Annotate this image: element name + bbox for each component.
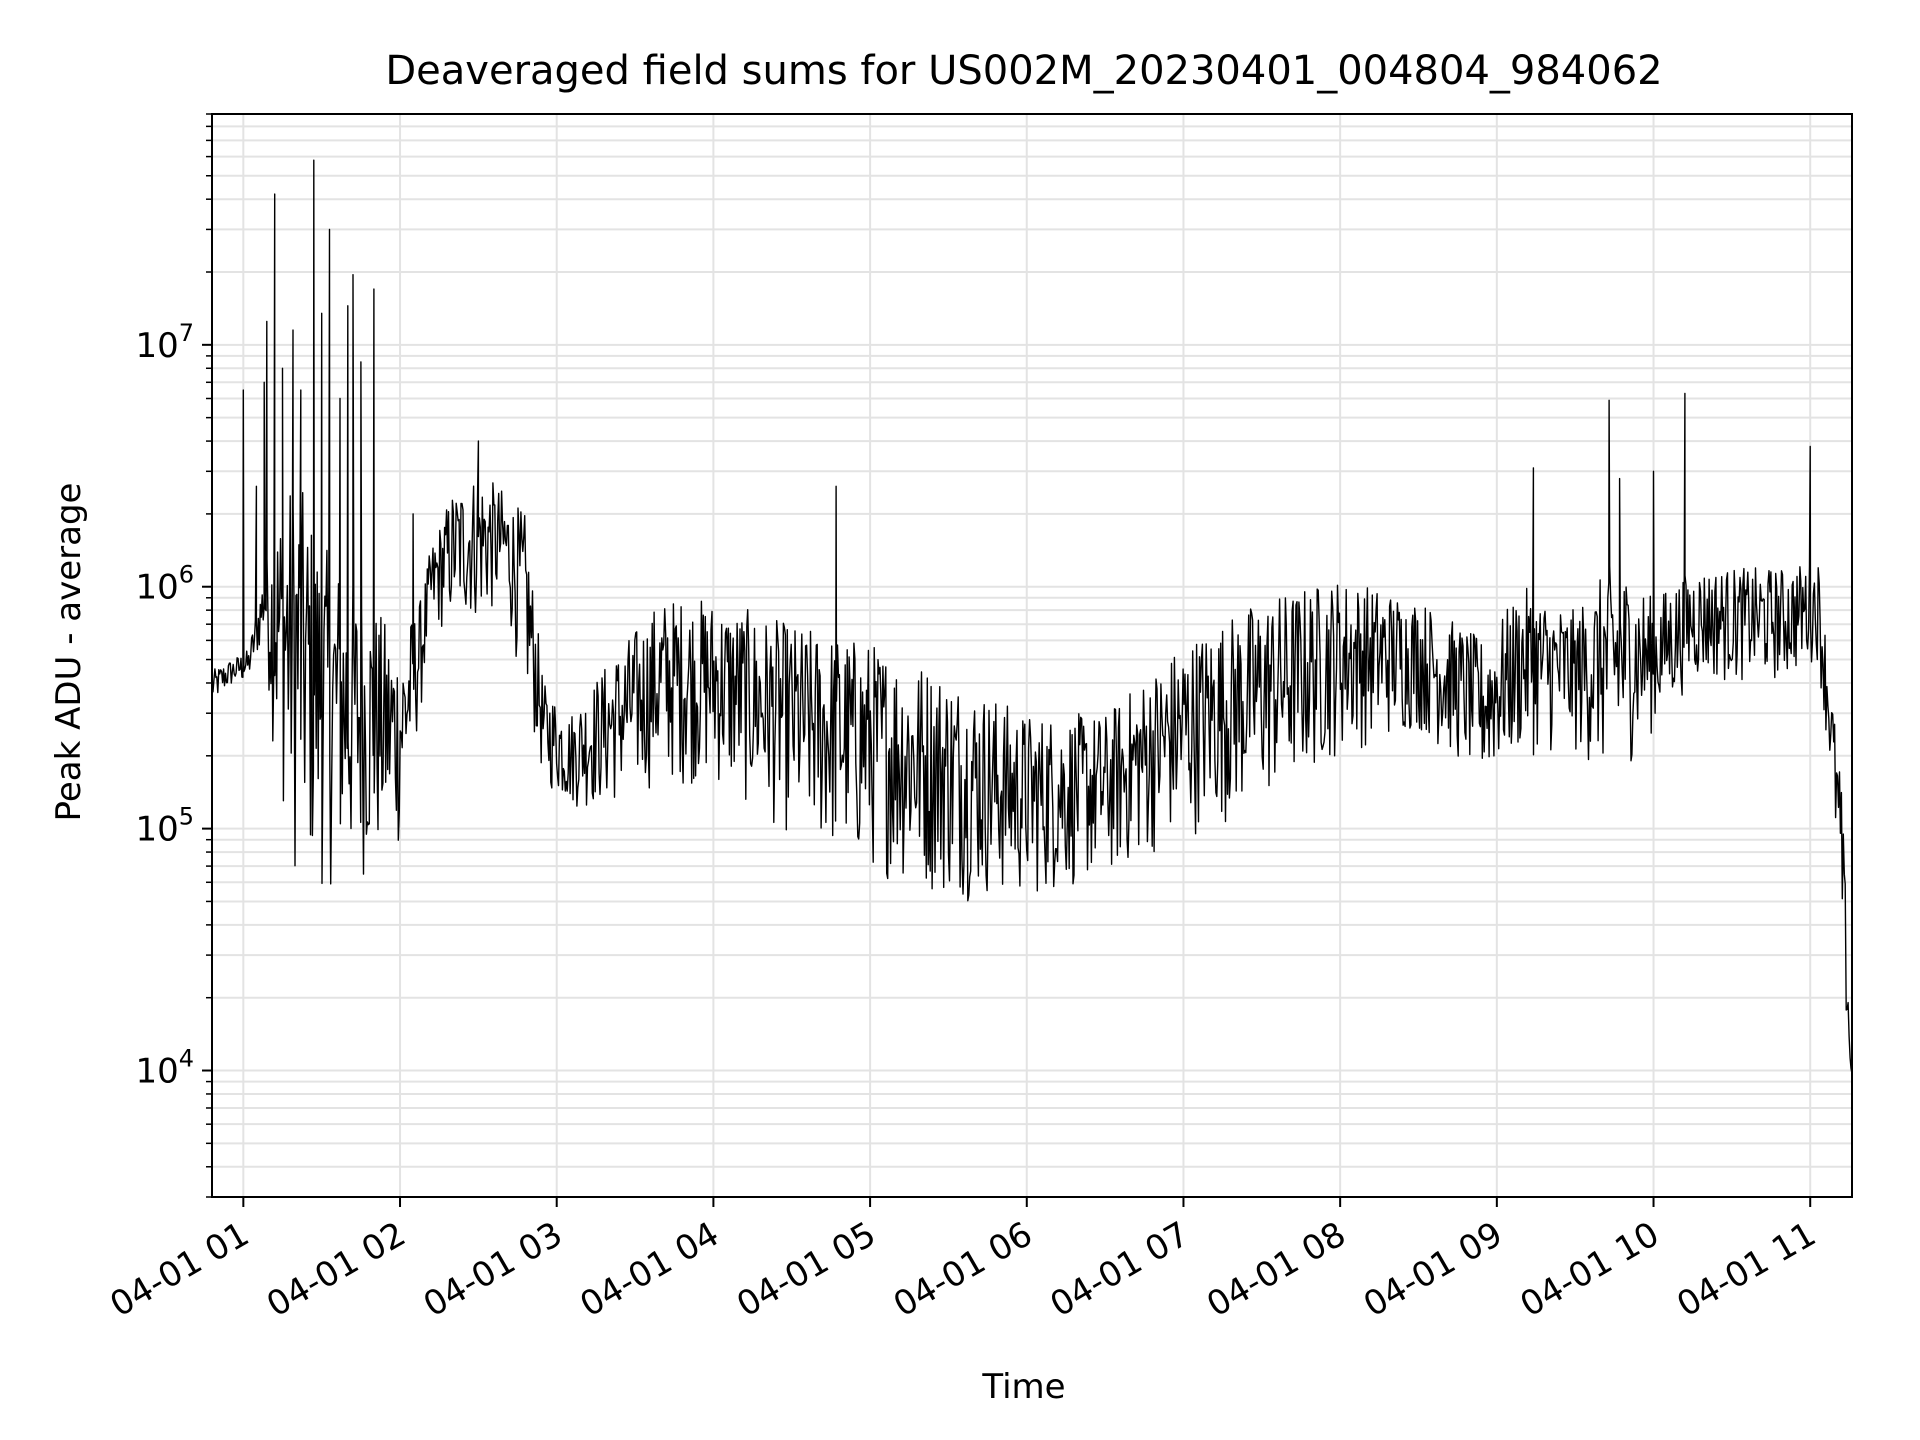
y-axis-label: Peak ADU - average [49,483,89,822]
y-tick-label: 105 [135,803,194,850]
plot-frame [211,113,1853,1198]
x-axis-label: Time [981,1367,1065,1407]
y-tick-label: 107 [135,319,194,366]
plot-area [212,159,1852,1074]
series-line [212,159,1852,1074]
y-tick-label: 106 [135,561,194,608]
chart-title: Deaveraged field sums for US002M_2023040… [385,48,1662,94]
y-tick-label: 104 [135,1045,194,1092]
